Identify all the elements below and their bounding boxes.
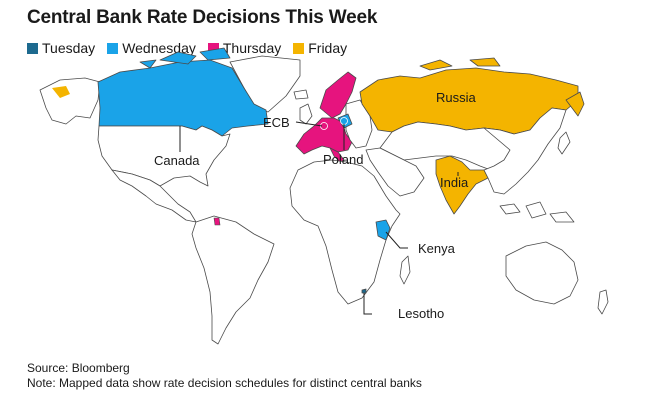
- legend-item-tuesday: Tuesday: [27, 40, 95, 56]
- scandinavia-shape: [319, 71, 357, 119]
- italy-shape: [329, 147, 345, 163]
- lesotho-shape: [361, 288, 367, 294]
- russia-islands: [419, 57, 501, 71]
- legend-swatch-friday: [293, 42, 305, 54]
- new-zealand-land: [597, 289, 609, 315]
- uk-land: [299, 103, 313, 125]
- legend-label-friday: Friday: [308, 40, 348, 56]
- australia-land: [505, 241, 579, 305]
- label-kenya: Kenya: [418, 241, 456, 256]
- chart-title: Central Bank Rate Decisions This Week: [27, 7, 378, 28]
- india-shape: [435, 155, 489, 215]
- label-india: India: [440, 175, 469, 190]
- africa-land: [289, 159, 401, 305]
- guyana-highlight: [213, 217, 221, 226]
- legend-label-thursday: Thursday: [222, 40, 282, 56]
- canada-islands: [139, 47, 231, 69]
- alaska-land: [39, 77, 101, 125]
- label-ecb: ECB: [263, 115, 290, 130]
- southeast-asia-islands: [499, 201, 575, 223]
- legend-item-friday: Friday: [293, 40, 347, 56]
- label-lesotho: Lesotho: [398, 306, 444, 321]
- label-russia: Russia: [436, 90, 477, 105]
- ecb-leader: [295, 121, 323, 127]
- iceland-land: [293, 89, 309, 100]
- footer-note: Note: Mapped data show rate decision sch…: [27, 376, 422, 390]
- kamchatka-shape: [565, 91, 585, 117]
- legend-swatch-tuesday: [27, 42, 38, 54]
- kenya-leader: [385, 231, 408, 249]
- east-asia-land: [483, 107, 567, 195]
- madagascar-land: [399, 255, 411, 285]
- legend-swatch-wednesday: [107, 42, 119, 54]
- japan-land: [557, 131, 571, 155]
- legend-swatch-thursday: [207, 42, 219, 54]
- legend-label-tuesday: Tuesday: [42, 40, 96, 56]
- middle-east-land: [365, 147, 425, 197]
- label-canada: Canada: [154, 153, 200, 168]
- label-poland: Poland: [323, 152, 363, 167]
- south-america-land: [191, 215, 275, 345]
- poland-dot: [340, 117, 348, 125]
- legend-item-thursday: Thursday: [207, 40, 282, 56]
- footer-source: Source: Bloomberg: [27, 361, 130, 375]
- alaska-highlight: [52, 86, 70, 98]
- lesotho-leader: [363, 293, 372, 315]
- footer: Source: Bloomberg Note: Mapped data show…: [27, 361, 422, 391]
